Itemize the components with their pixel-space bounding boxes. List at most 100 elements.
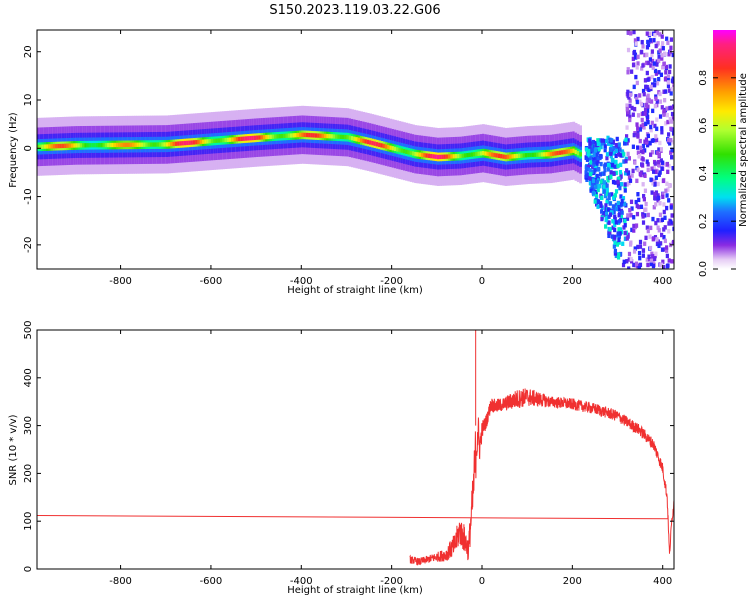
heatmap-scatter-cell xyxy=(649,63,653,68)
heatmap-ridge-peak xyxy=(308,132,311,138)
heatmap-ridge-peak xyxy=(561,150,564,155)
heatmap-scatter-cell xyxy=(663,215,667,220)
heatmap-ridge-peak xyxy=(326,133,329,139)
heatmap-scatter-cell xyxy=(669,219,673,224)
y-tick-label: 100 xyxy=(23,512,34,531)
heatmap-scatter-cell xyxy=(650,49,654,54)
heatmap-ridge-peak xyxy=(197,139,201,145)
heatmap-scatter-cell xyxy=(634,223,639,228)
heatmap-scatter-cell xyxy=(631,112,635,117)
heatmap-scatter-cell xyxy=(622,159,626,164)
heatmap-scatter-cell xyxy=(606,141,611,146)
heatmap-scatter-cell xyxy=(651,263,656,269)
heatmap-scatter-cell xyxy=(667,88,672,93)
heatmap-ridge-peak xyxy=(500,154,503,159)
heatmap-scatter-cell xyxy=(614,202,618,208)
heatmap-ridge-peak xyxy=(484,151,488,156)
heatmap-scatter-cell xyxy=(670,213,674,218)
heatmap-scatter-cell xyxy=(656,162,661,168)
heatmap-scatter-cell xyxy=(613,240,617,245)
heatmap-scatter-cell xyxy=(646,142,650,148)
heatmap-scatter-cell xyxy=(649,152,653,157)
heatmap-scatter-cell xyxy=(638,255,642,261)
heatmap-scatter-cell xyxy=(609,138,613,143)
heatmap-ridge-peak xyxy=(210,138,214,144)
heatmap-ridge-peak xyxy=(538,152,542,157)
heatmap-scatter-cell xyxy=(616,200,620,206)
heatmap-ridge-peak xyxy=(219,138,223,143)
heatmap-scatter-cell xyxy=(602,180,607,185)
heatmap-ridge-peak xyxy=(391,146,395,151)
heatmap-scatter-cell xyxy=(619,172,623,177)
heatmap-scatter-cell xyxy=(648,256,652,262)
heatmap-ridge-peak xyxy=(46,144,49,149)
heatmap-scatter-cell xyxy=(655,150,659,156)
heatmap-scatter-cell xyxy=(614,220,618,225)
heatmap-scatter-cell xyxy=(634,41,638,46)
heatmap-scatter-cell xyxy=(662,112,666,117)
heatmap-scatter-cell xyxy=(604,207,608,212)
heatmap-scatter-cell xyxy=(612,151,616,156)
heatmap-ridge-peak xyxy=(549,151,553,157)
heatmap-ridge-peak xyxy=(421,152,424,158)
heatmap-ridge-peak xyxy=(233,137,237,142)
heatmap-ridge-peak xyxy=(567,149,571,154)
heatmap-scatter-cell xyxy=(623,201,627,207)
heatmap-ridge-peak xyxy=(296,132,300,138)
heatmap-ridge-peak xyxy=(468,152,472,158)
heatmap-scatter-cell xyxy=(612,209,616,215)
heatmap-scatter-cell xyxy=(617,207,621,212)
heatmap-scatter-cell xyxy=(672,84,674,89)
heatmap-ridge-peak xyxy=(192,140,196,145)
heatmap-scatter-cell xyxy=(626,70,630,75)
heatmap-scatter-cell xyxy=(654,175,658,180)
heatmap-scatter-cell xyxy=(584,170,588,175)
heatmap-scatter-cell xyxy=(599,179,603,184)
heatmap-scatter-cell xyxy=(625,125,629,130)
heatmap-scatter-cell xyxy=(651,108,655,114)
heatmap-ridge-peak xyxy=(163,142,167,147)
heatmap-ridge-peak xyxy=(267,134,271,140)
heatmap-ridge-peak xyxy=(371,140,375,146)
heatmap-scatter-cell xyxy=(618,185,622,191)
heatmap-scatter-cell xyxy=(622,225,626,230)
heatmap-scatter-cell xyxy=(608,201,612,206)
heatmap-scatter-cell xyxy=(642,92,646,97)
heatmap-scatter-cell xyxy=(643,241,647,246)
heatmap-scatter-cell xyxy=(640,39,644,45)
heatmap-scatter-cell xyxy=(593,165,597,170)
heatmap-scatter-cell xyxy=(625,106,629,112)
heatmap-scatter-cell xyxy=(611,225,615,230)
heatmap-ridge-peak xyxy=(129,142,133,147)
heatmap-scatter-cell xyxy=(640,117,644,123)
heatmap-scatter-cell xyxy=(609,147,613,152)
heatmap-scatter-cell xyxy=(668,69,672,75)
heatmap-ridge-peak xyxy=(552,151,555,156)
heatmap-ridge-peak xyxy=(204,139,208,144)
x-tick-label: -400 xyxy=(290,276,313,287)
heatmap-scatter-cell xyxy=(591,190,596,196)
heatmap-scatter-cell xyxy=(636,263,641,268)
heatmap-scatter-cell xyxy=(617,252,621,257)
heatmap-scatter-cell xyxy=(652,205,656,210)
heatmap-scatter-cell xyxy=(647,254,651,259)
heatmap-scatter-cell xyxy=(623,223,627,228)
heatmap-scatter-cell xyxy=(653,179,657,184)
heatmap-ridge-peak xyxy=(350,136,354,141)
heatmap-ridge-peak xyxy=(292,133,296,138)
heatmap-ridge-peak xyxy=(380,143,384,148)
heatmap-scatter-cell xyxy=(670,78,674,83)
heatmap-scatter-cell xyxy=(628,98,632,103)
heatmap-scatter-cell xyxy=(600,141,604,146)
heatmap-scatter-cell xyxy=(650,190,654,195)
heatmap-scatter-cell xyxy=(655,117,659,122)
heatmap-ridge-peak xyxy=(378,142,381,147)
heatmap-scatter-cell xyxy=(591,164,595,170)
heatmap-scatter-cell xyxy=(589,160,593,165)
heatmap-scatter-cell xyxy=(593,148,598,153)
heatmap-ridge-peak xyxy=(253,135,257,141)
heatmap-ridge-peak xyxy=(287,133,291,138)
heatmap-scatter-cell xyxy=(660,262,664,267)
heatmap-scatter-cell xyxy=(650,58,655,64)
heatmap-scatter-cell xyxy=(649,127,653,133)
